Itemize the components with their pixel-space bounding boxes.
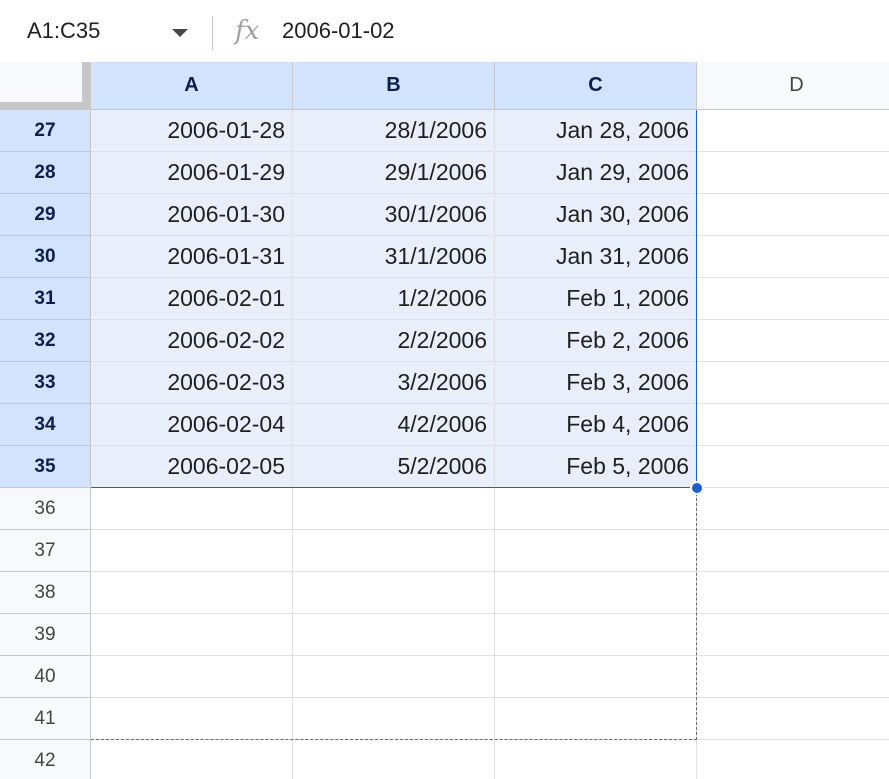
cell-a39[interactable]: [91, 614, 293, 656]
cell-c36[interactable]: [495, 488, 697, 530]
row-header-38[interactable]: 38: [0, 572, 91, 614]
cell-b38[interactable]: [293, 572, 495, 614]
cell-c31[interactable]: Feb 1, 2006: [495, 278, 697, 320]
cell-b34[interactable]: 4/2/2006: [293, 404, 495, 446]
cell-b32[interactable]: 2/2/2006: [293, 320, 495, 362]
formula-input[interactable]: 2006-01-02: [282, 18, 395, 43]
column-header-d[interactable]: D: [697, 62, 889, 110]
cell-d41[interactable]: [697, 698, 889, 740]
row-header-32[interactable]: 32: [0, 320, 91, 362]
row-header-36[interactable]: 36: [0, 488, 91, 530]
cell-c28[interactable]: Jan 29, 2006: [495, 152, 697, 194]
cell-a40[interactable]: [91, 656, 293, 698]
cell-a32[interactable]: 2006-02-02: [91, 320, 293, 362]
row-header-41[interactable]: 41: [0, 698, 91, 740]
cell-a41[interactable]: [91, 698, 293, 740]
cell-c27[interactable]: Jan 28, 2006: [495, 110, 697, 152]
row-header-33[interactable]: 33: [0, 362, 91, 404]
cell-c37[interactable]: [495, 530, 697, 572]
cell-c30[interactable]: Jan 31, 2006: [495, 236, 697, 278]
column-header-a[interactable]: A: [91, 62, 293, 110]
cell-a37[interactable]: [91, 530, 293, 572]
divider: [212, 16, 213, 50]
cell-a34[interactable]: 2006-02-04: [91, 404, 293, 446]
cell-a38[interactable]: [91, 572, 293, 614]
cell-d30[interactable]: [697, 236, 889, 278]
name-box-value[interactable]: A1:C35: [27, 18, 101, 43]
cell-b36[interactable]: [293, 488, 495, 530]
cell-a30[interactable]: 2006-01-31: [91, 236, 293, 278]
cell-b42[interactable]: [293, 740, 495, 779]
row-header-27[interactable]: 27: [0, 110, 91, 152]
cell-a28[interactable]: 2006-01-29: [91, 152, 293, 194]
row-header-34[interactable]: 34: [0, 404, 91, 446]
name-box[interactable]: A1:C35: [0, 0, 205, 62]
formula-bar: A1:C35 fx 2006-01-02: [0, 0, 889, 62]
cell-c39[interactable]: [495, 614, 697, 656]
cell-b28[interactable]: 29/1/2006: [293, 152, 495, 194]
row-header-39[interactable]: 39: [0, 614, 91, 656]
cell-d31[interactable]: [697, 278, 889, 320]
cell-b27[interactable]: 28/1/2006: [293, 110, 495, 152]
cell-d27[interactable]: [697, 110, 889, 152]
chevron-down-icon[interactable]: [172, 29, 188, 37]
cell-b30[interactable]: 31/1/2006: [293, 236, 495, 278]
cell-d36[interactable]: [697, 488, 889, 530]
row-header-37[interactable]: 37: [0, 530, 91, 572]
cell-a33[interactable]: 2006-02-03: [91, 362, 293, 404]
cell-b31[interactable]: 1/2/2006: [293, 278, 495, 320]
cell-c35[interactable]: Feb 5, 2006: [495, 446, 697, 488]
cell-d28[interactable]: [697, 152, 889, 194]
cell-a29[interactable]: 2006-01-30: [91, 194, 293, 236]
row-header-30[interactable]: 30: [0, 236, 91, 278]
cell-b29[interactable]: 30/1/2006: [293, 194, 495, 236]
cell-b37[interactable]: [293, 530, 495, 572]
cell-c38[interactable]: [495, 572, 697, 614]
cell-d34[interactable]: [697, 404, 889, 446]
spreadsheet-grid: A B C D 27 2006-01-28 28/1/2006 Jan 28, 2006 28 2…: [0, 62, 889, 779]
cell-d39[interactable]: [697, 614, 889, 656]
row-header-35[interactable]: 35: [0, 446, 91, 488]
cell-a31[interactable]: 2006-02-01: [91, 278, 293, 320]
cell-d37[interactable]: [697, 530, 889, 572]
cell-a42[interactable]: [91, 740, 293, 779]
cell-a35[interactable]: 2006-02-05: [91, 446, 293, 488]
column-header-b[interactable]: B: [293, 62, 495, 110]
fill-handle[interactable]: [690, 481, 704, 495]
cell-d35[interactable]: [697, 446, 889, 488]
cell-c42[interactable]: [495, 740, 697, 779]
cell-a27[interactable]: 2006-01-28: [91, 110, 293, 152]
frozen-row-handle[interactable]: [0, 102, 91, 110]
cell-c32[interactable]: Feb 2, 2006: [495, 320, 697, 362]
row-header-31[interactable]: 31: [0, 278, 91, 320]
cell-b33[interactable]: 3/2/2006: [293, 362, 495, 404]
cell-d29[interactable]: [697, 194, 889, 236]
cell-c34[interactable]: Feb 4, 2006: [495, 404, 697, 446]
frozen-col-handle[interactable]: [82, 62, 91, 102]
cell-c33[interactable]: Feb 3, 2006: [495, 362, 697, 404]
cell-c29[interactable]: Jan 30, 2006: [495, 194, 697, 236]
row-header-28[interactable]: 28: [0, 152, 91, 194]
select-all-corner[interactable]: [0, 62, 91, 110]
cell-d40[interactable]: [697, 656, 889, 698]
cell-b35[interactable]: 5/2/2006: [293, 446, 495, 488]
cell-b40[interactable]: [293, 656, 495, 698]
column-header-c[interactable]: C: [495, 62, 697, 110]
cell-d42[interactable]: [697, 740, 889, 779]
row-header-29[interactable]: 29: [0, 194, 91, 236]
row-header-42[interactable]: 42: [0, 740, 91, 779]
cell-c40[interactable]: [495, 656, 697, 698]
cell-d38[interactable]: [697, 572, 889, 614]
cell-d33[interactable]: [697, 362, 889, 404]
fx-icon: fx: [235, 16, 260, 46]
cell-d32[interactable]: [697, 320, 889, 362]
cell-b41[interactable]: [293, 698, 495, 740]
row-header-40[interactable]: 40: [0, 656, 91, 698]
cell-c41[interactable]: [495, 698, 697, 740]
cell-b39[interactable]: [293, 614, 495, 656]
cell-a36[interactable]: [91, 488, 293, 530]
